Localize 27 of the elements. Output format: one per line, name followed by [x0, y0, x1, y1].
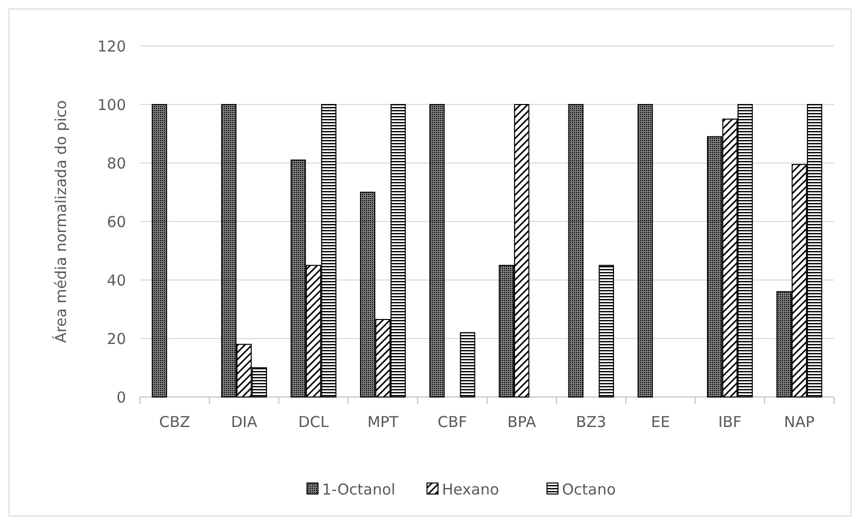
- x-tick-label: DCL: [298, 413, 330, 431]
- y-tick-label: 60: [106, 212, 126, 231]
- bar: [568, 104, 584, 398]
- y-tick-label: 40: [106, 271, 126, 290]
- x-tick-label: EE: [651, 413, 670, 431]
- x-tick-label: IBF: [718, 413, 742, 431]
- x-tick-label: BPA: [507, 413, 537, 431]
- legend-label: Octano: [562, 480, 616, 498]
- y-tick-label: 100: [97, 96, 126, 114]
- bar: [638, 104, 653, 398]
- x-tick-label: MPT: [367, 413, 400, 431]
- bar: [429, 104, 445, 398]
- y-tick-label: 80: [106, 154, 126, 172]
- bar: [460, 332, 476, 398]
- legend-label: 1-Octanol: [322, 480, 396, 498]
- y-tick-label: 20: [106, 330, 126, 348]
- x-tick-label: NAP: [784, 413, 815, 431]
- x-tick-label: DIA: [230, 413, 258, 431]
- bar: [598, 264, 614, 398]
- x-tick-label: CBF: [438, 413, 468, 431]
- x-tick-label: CBZ: [159, 413, 190, 431]
- y-tick-label: 0: [116, 388, 126, 406]
- legend-label: Hexano: [442, 480, 499, 498]
- y-tick-label: 120: [97, 37, 126, 56]
- y-axis-title: Área média normalizada do pico: [52, 100, 70, 343]
- x-tick-label: BZ3: [576, 413, 606, 431]
- bar: [152, 104, 168, 398]
